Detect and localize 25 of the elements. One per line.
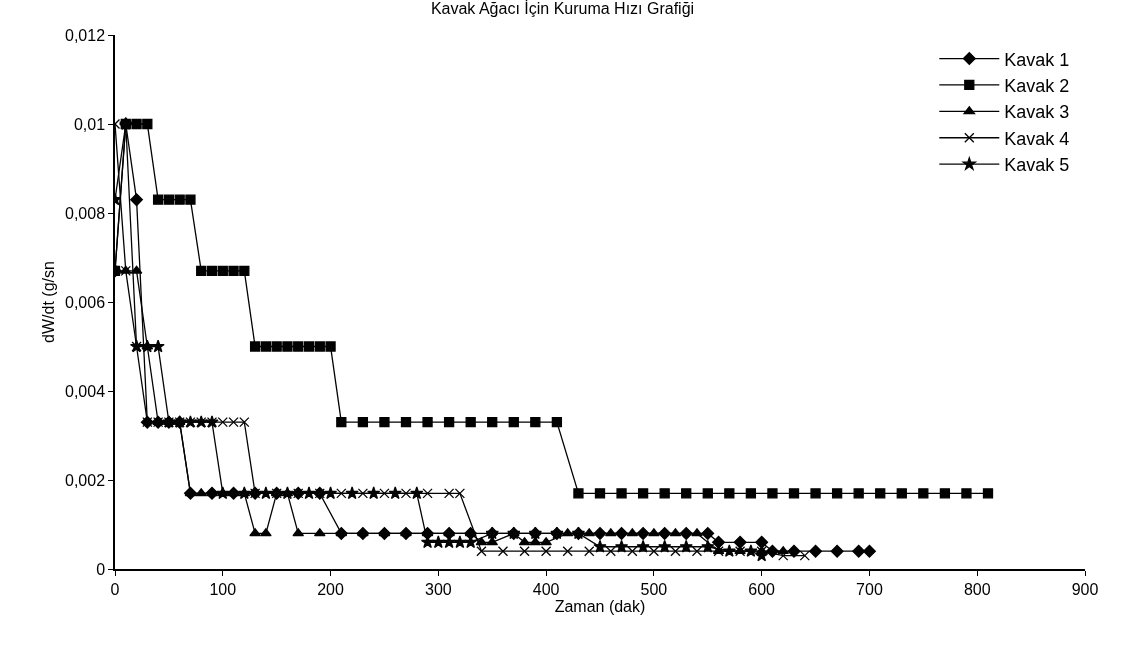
y-tick-label: 0,008: [65, 204, 106, 222]
legend-label: Kavak 1: [1004, 49, 1070, 70]
x-tick-label: 600: [748, 580, 776, 598]
x-tick-label: 0: [110, 580, 120, 598]
legend-label: Kavak 2: [1004, 75, 1070, 96]
x-tick-label: 200: [317, 580, 345, 598]
x-tick-label: 300: [424, 580, 452, 598]
x-tick-label: 900: [1071, 580, 1099, 598]
y-axis-title: dW/dt (g/sn: [40, 261, 58, 343]
x-axis-title: Zaman (dak): [554, 598, 646, 616]
y-tick-label: 0,002: [65, 471, 106, 489]
x-tick-label: 800: [963, 580, 991, 598]
legend-label: Kavak 4: [1004, 128, 1070, 149]
x-tick-label: 100: [209, 580, 237, 598]
x-tick-label: 700: [856, 580, 883, 598]
y-tick-label: 0,006: [65, 293, 106, 311]
legend-label: Kavak 3: [1004, 102, 1070, 123]
x-tick-label: 400: [532, 580, 560, 598]
y-tick-label: 0,012: [65, 26, 106, 44]
y-tick-label: 0: [96, 560, 106, 578]
x-tick-label: 500: [640, 580, 668, 598]
y-tick-label: 0,004: [65, 382, 106, 400]
chart-title: Kavak Ağacı İçin Kuruma Hızı Grafiği: [430, 0, 695, 18]
legend-label: Kavak 5: [1004, 155, 1070, 176]
y-tick-label: 0,01: [73, 115, 106, 133]
